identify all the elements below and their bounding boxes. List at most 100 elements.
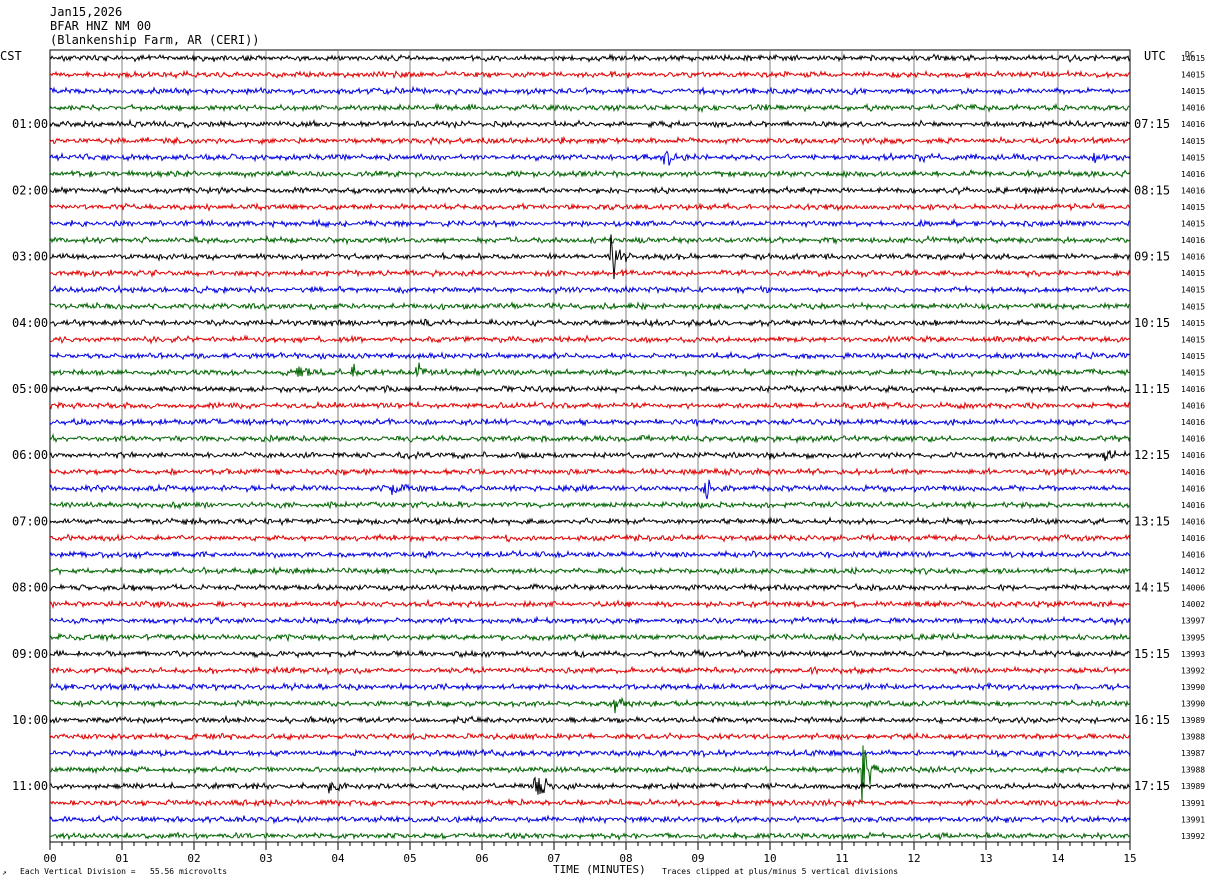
trace-27 <box>49 500 1130 511</box>
x-tick-label: 03 <box>259 852 272 865</box>
trace-38 <box>49 681 1131 692</box>
dc-offset-label: 14016 <box>1181 236 1205 245</box>
cst-time-label: 08:00 <box>12 581 48 595</box>
dc-offset-label: 14016 <box>1181 534 1205 543</box>
dc-offset-label: 14012 <box>1181 567 1205 576</box>
dc-offset-label: 14016 <box>1181 451 1205 460</box>
dc-offset-label: 13989 <box>1181 716 1205 725</box>
utc-time-label: 07:15 <box>1134 117 1170 131</box>
trace-16 <box>49 317 1131 329</box>
utc-time-label: 11:15 <box>1134 382 1170 396</box>
scale-icon: ↗ <box>2 868 7 877</box>
trace-21 <box>49 400 1131 411</box>
dc-offset-label: 13997 <box>1181 617 1205 626</box>
cst-time-label: 02:00 <box>12 183 48 197</box>
cst-time-label: 11:00 <box>12 779 48 793</box>
utc-time-label: 17:15 <box>1134 779 1170 793</box>
dc-offset-label: 14016 <box>1181 418 1205 427</box>
dc-offset-label: 14016 <box>1181 484 1205 493</box>
trace-6 <box>49 150 1131 166</box>
trace-17 <box>49 334 1131 345</box>
trace-45 <box>49 797 1131 808</box>
cst-time-label: 01:00 <box>12 117 48 131</box>
x-tick-label: 08 <box>619 852 632 865</box>
dc-offset-label: 14016 <box>1181 104 1205 113</box>
cst-time-label: 07:00 <box>12 514 48 528</box>
dc-offset-label: 14016 <box>1181 186 1205 195</box>
trace-15 <box>49 301 1131 311</box>
x-tick-label: 11 <box>835 852 848 865</box>
trace-46 <box>49 814 1131 825</box>
dc-offset-label: 13991 <box>1181 799 1205 808</box>
cst-time-label: 04:00 <box>12 316 48 330</box>
dc-offset-label: 13990 <box>1181 699 1205 708</box>
dc-offset-label: 14016 <box>1181 517 1205 526</box>
cst-time-label: 10:00 <box>12 713 48 727</box>
dc-offset-label: 14015 <box>1181 335 1205 344</box>
trace-29 <box>49 532 1131 543</box>
dc-offset-label: 13990 <box>1181 683 1205 692</box>
utc-time-label: 10:15 <box>1134 316 1170 330</box>
trace-2 <box>49 85 1131 97</box>
trace-40 <box>49 714 1131 725</box>
trace-12 <box>49 234 1131 280</box>
utc-time-label: 12:15 <box>1134 448 1170 462</box>
x-tick-label: 00 <box>43 852 56 865</box>
x-tick-label: 01 <box>115 852 128 865</box>
x-tick-label: 15 <box>1123 852 1136 865</box>
dc-offset-label: 14015 <box>1181 54 1205 63</box>
dc-offset-label: 14015 <box>1181 220 1205 229</box>
x-tick-label: 04 <box>331 852 345 865</box>
clip-note: Traces clipped at plus/minus 5 vertical … <box>662 867 899 876</box>
utc-time-label: 09:15 <box>1134 250 1170 264</box>
trace-18 <box>49 350 1131 361</box>
x-tick-label: 10 <box>763 852 776 865</box>
trace-23 <box>49 432 1131 444</box>
trace-41 <box>49 731 1131 742</box>
dc-offset-label: 14016 <box>1181 435 1205 444</box>
dc-offset-label: 13989 <box>1181 782 1205 791</box>
cst-axis-label: CST <box>0 49 22 63</box>
trace-1 <box>49 69 1131 80</box>
trace-31 <box>49 566 1131 576</box>
trace-4 <box>49 118 1131 130</box>
dc-offset-label: 14015 <box>1181 203 1205 212</box>
dc-offset-label: 14016 <box>1181 402 1205 411</box>
trace-43 <box>49 745 1131 804</box>
trace-19 <box>49 362 1131 378</box>
x-tick-label: 09 <box>691 852 704 865</box>
dc-offset-label: 13992 <box>1181 666 1205 675</box>
x-tick-label: 02 <box>187 852 200 865</box>
dc-offset-label: 14015 <box>1181 71 1205 80</box>
location-label: (Blankenship Farm, AR (CERI)) <box>50 33 260 47</box>
trace-8 <box>49 185 1131 196</box>
trace-22 <box>49 417 1131 428</box>
dc-offset-label: 14002 <box>1181 600 1205 609</box>
x-tick-label: 14 <box>1051 852 1065 865</box>
dc-offset-label: 14016 <box>1181 385 1205 394</box>
x-tick-label: 13 <box>979 852 992 865</box>
cst-time-label: 09:00 <box>12 647 48 661</box>
trace-10 <box>49 217 1131 229</box>
trace-32 <box>49 582 1131 593</box>
utc-axis-label: UTC <box>1144 49 1166 63</box>
dc-offset-label: 14016 <box>1181 468 1205 477</box>
utc-time-label: 13:15 <box>1134 514 1170 528</box>
trace-24 <box>49 449 1131 462</box>
dc-offset-label: 14015 <box>1181 153 1205 162</box>
trace-37 <box>49 665 1131 676</box>
trace-13 <box>49 268 1131 279</box>
trace-42 <box>49 748 1131 759</box>
x-tick-label: 05 <box>403 852 416 865</box>
dc-offset-label: 14015 <box>1181 368 1205 377</box>
trace-14 <box>49 284 1131 296</box>
trace-28 <box>49 516 1131 527</box>
date-label: Jan15,2026 <box>50 5 123 19</box>
trace-33 <box>49 598 1131 610</box>
trace-39 <box>49 696 1131 714</box>
trace-25 <box>49 466 1131 477</box>
dc-offset-label: 14015 <box>1181 302 1205 311</box>
dc-offset-label: 14015 <box>1181 137 1205 146</box>
utc-time-label: 16:15 <box>1134 713 1170 727</box>
dc-offset-label: 14006 <box>1181 584 1205 593</box>
